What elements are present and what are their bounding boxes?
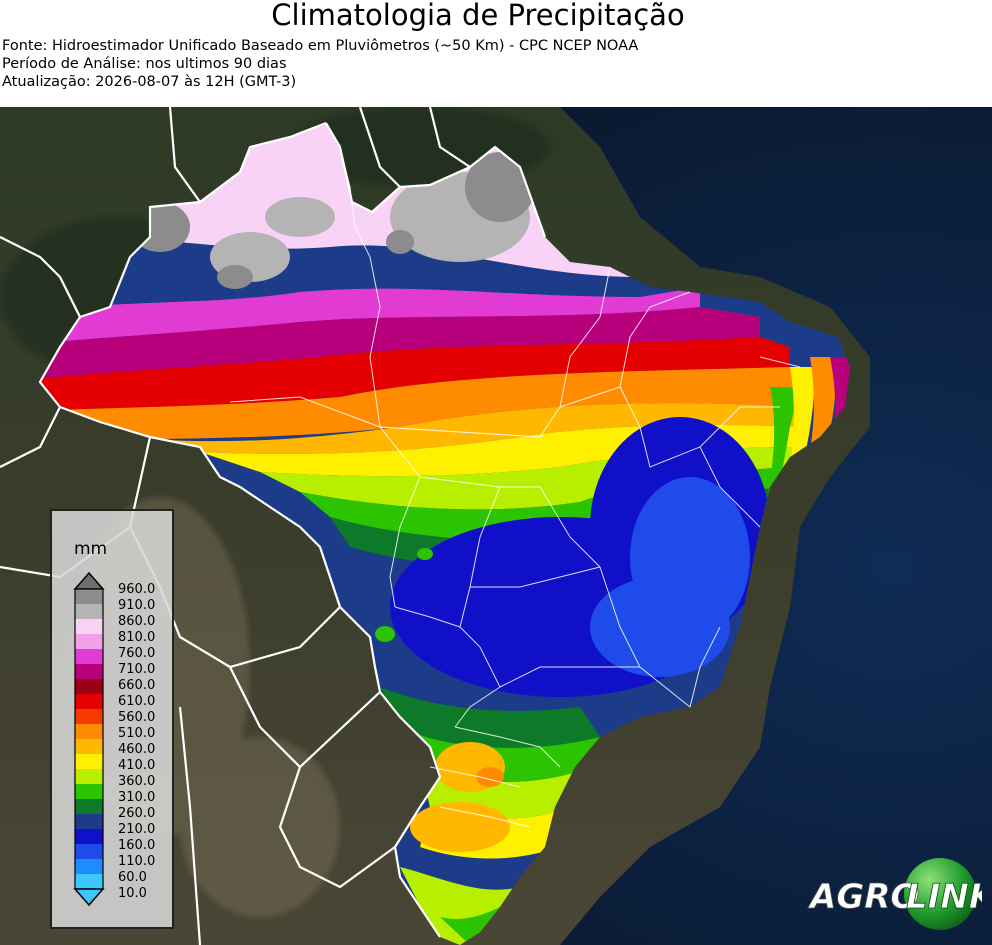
legend-swatch — [75, 799, 103, 815]
legend-swatch — [75, 649, 103, 665]
legend-unit: mm — [74, 539, 108, 559]
map-title: Climatologia de Precipitação — [271, 0, 685, 32]
legend-tick-label: 610.0 — [118, 694, 156, 709]
logo-text-left: AGRO — [807, 877, 919, 917]
legend-swatch — [75, 619, 103, 635]
legend-swatch — [75, 859, 103, 875]
legend-tick-label: 110.0 — [118, 854, 156, 869]
legend-tick-label: 710.0 — [118, 662, 156, 677]
legend-swatch — [75, 844, 103, 860]
legend-swatch — [75, 814, 103, 830]
legend-tick-label: 60.0 — [118, 870, 147, 885]
legend-tick-label: 910.0 — [118, 598, 156, 613]
logo-text-right: LINK — [906, 877, 982, 917]
legend-tick-label: 760.0 — [118, 646, 156, 661]
legend-swatch — [75, 679, 103, 695]
triangle-up-icon — [73, 571, 105, 590]
legend-swatch — [75, 589, 103, 605]
legend-swatch — [75, 694, 103, 710]
info-source: Fonte: Hidroestimador Unificado Baseado … — [2, 38, 639, 54]
legend-swatch — [75, 739, 103, 755]
legend-swatch — [75, 724, 103, 740]
legend-tick-label: 660.0 — [118, 678, 156, 693]
legend-tick-label: 310.0 — [118, 790, 156, 805]
info-period: Período de Análise: nos ultimos 90 dias — [2, 56, 287, 72]
legend-panel: mm 960.0 910.0 860.0 810.0 760.0 710.0 660.0 61… — [50, 509, 174, 929]
legend-swatch — [75, 829, 103, 845]
legend-swatch — [75, 784, 103, 800]
legend-swatch — [75, 664, 103, 680]
legend-tick-label: 860.0 — [118, 614, 156, 629]
legend-swatch — [75, 769, 103, 785]
legend-tick-label: 810.0 — [118, 630, 156, 645]
legend-colorbar — [73, 571, 105, 907]
legend-tick-label: 160.0 — [118, 838, 156, 853]
legend-tick-label: 360.0 — [118, 774, 156, 789]
legend-tick-label: 10.0 — [118, 886, 147, 901]
agrolink-logo: AGRO LINK — [807, 858, 982, 930]
globe-icon — [904, 858, 976, 930]
info-update: Atualização: 2026-08-07 às 12H (GMT-3) — [2, 74, 297, 90]
legend-tick-label: 510.0 — [118, 726, 156, 741]
triangle-down-icon — [73, 888, 105, 907]
legend-tick-label: 260.0 — [118, 806, 156, 821]
legend-tick-label: 960.0 — [118, 582, 156, 597]
legend-tick-label: 410.0 — [118, 758, 156, 773]
legend-swatch — [75, 709, 103, 725]
legend-tick-label: 210.0 — [118, 822, 156, 837]
legend-swatch — [75, 634, 103, 650]
legend-swatch — [75, 754, 103, 770]
precipitation-map — [0, 107, 992, 945]
legend-tick-label: 560.0 — [118, 710, 156, 725]
legend-tick-label: 460.0 — [118, 742, 156, 757]
legend-swatch — [75, 604, 103, 620]
legend-swatch — [75, 874, 103, 890]
